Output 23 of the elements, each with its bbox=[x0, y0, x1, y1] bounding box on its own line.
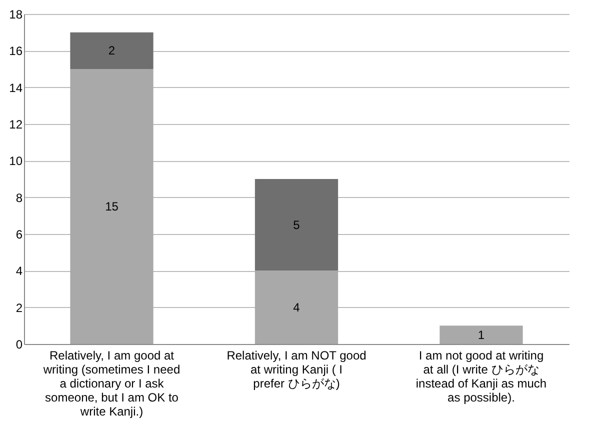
data-label: 4 bbox=[293, 300, 300, 314]
bar bbox=[440, 326, 523, 344]
data-label: 15 bbox=[105, 200, 119, 214]
y-tick-label: 14 bbox=[9, 80, 23, 95]
data-label: 1 bbox=[478, 328, 485, 342]
y-tick-label: 8 bbox=[16, 190, 23, 205]
x-tick-label: Relatively, I am good at writing (sometimes I need a dictionary or I ask someone, but I am OK to write Kanji.) bbox=[42, 348, 180, 418]
y-tick-label: 4 bbox=[16, 264, 23, 278]
y-tick-label: 18 bbox=[9, 8, 23, 22]
data-label: 2 bbox=[108, 44, 116, 58]
data-label: 5 bbox=[293, 218, 300, 232]
y-tick-label: 16 bbox=[9, 44, 23, 58]
y-tick-label: 6 bbox=[16, 228, 23, 242]
bar bbox=[70, 32, 154, 69]
bar bbox=[254, 270, 338, 344]
y-tick-label: 10 bbox=[9, 154, 23, 168]
x-tick-label: Relatively, I am NOT good at writing Kanji ( I prefer ひらがな) bbox=[226, 348, 366, 390]
y-tick-label: 12 bbox=[9, 118, 23, 132]
x-tick-label: I am not good at writing at all (I write ひらがな instead of Kanji as much as possible). bbox=[416, 348, 547, 404]
y-tick-label: 2 bbox=[16, 300, 23, 315]
bar bbox=[70, 69, 154, 344]
y-tick-label: 0 bbox=[16, 338, 23, 352]
bar bbox=[254, 179, 338, 271]
